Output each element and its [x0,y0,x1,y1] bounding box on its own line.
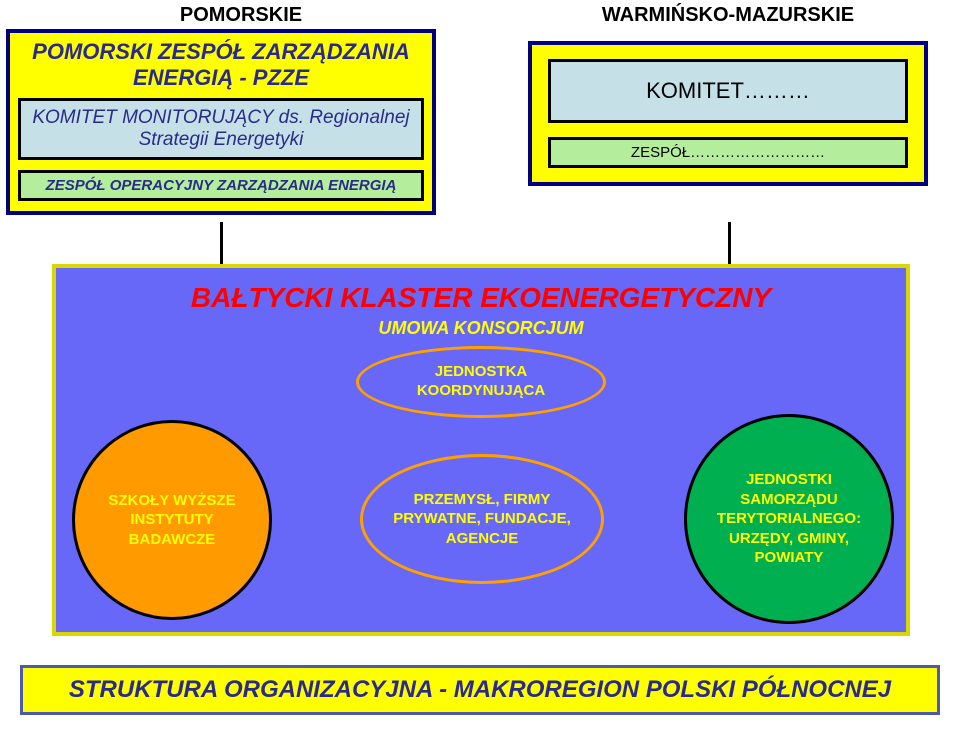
pzze-container: POMORSKI ZESPÓŁ ZARZĄDZANIA ENERGIĄ - PZ… [6,29,436,215]
region-label-pomorskie: POMORSKIE [46,4,436,27]
connector-right [728,222,731,266]
region-label-warminsko: WARMIŃSKO-MAZURSKIE [528,4,928,27]
mid-oval: PRZEMYSŁ, FIRMY PRYWATNE, FUNDACJE, AGEN… [360,454,604,584]
orange-label: SZKOŁY WYŻSZE INSTYTUTY BADAWCZE [89,491,255,550]
pzze-title: POMORSKI ZESPÓŁ ZARZĄDZANIA ENERGIĄ - PZ… [18,39,424,92]
coord-label: JEDNOSTKA KOORDYNUJĄCA [369,363,593,401]
connector-left [220,222,223,266]
bke-subtitle: UMOWA KONSORCJUM [56,318,906,339]
coord-oval: JEDNOSTKA KOORDYNUJĄCA [356,346,606,418]
left-region-block: POMORSKIE POMORSKI ZESPÓŁ ZARZĄDZANIA EN… [6,4,436,215]
green-label: JEDNOSTKI SAMORZĄDU TERYTORIALNEGO: URZĘ… [701,470,877,568]
right-region-block: WARMIŃSKO-MAZURSKIE KOMITET……… ZESPÓŁ………… [528,4,928,186]
komitet-box-left: KOMITET MONITORUJĄCY ds. Regionalnej Str… [18,98,424,160]
komitet-box-right: KOMITET……… [548,59,908,123]
orange-circle: SZKOŁY WYŻSZE INSTYTUTY BADAWCZE [72,420,272,620]
right-container: KOMITET……… ZESPÓŁ……………………… [528,41,928,186]
bke-title: BAŁTYCKI KLASTER EKOENERGETYCZNY [56,282,906,314]
bottom-title-bar: STRUKTURA ORGANIZACYJNA - MAKROREGION PO… [20,665,940,715]
mid-label: PRZEMYSŁ, FIRMY PRYWATNE, FUNDACJE, AGEN… [383,490,581,549]
green-circle: JEDNOSTKI SAMORZĄDU TERYTORIALNEGO: URZĘ… [684,414,894,624]
zespol-box-left: ZESPÓŁ OPERACYJNY ZARZĄDZANIA ENERGIĄ [18,170,424,201]
zespol-box-right: ZESPÓŁ……………………… [548,137,908,168]
bke-panel: BAŁTYCKI KLASTER EKOENERGETYCZNY UMOWA K… [52,264,910,636]
